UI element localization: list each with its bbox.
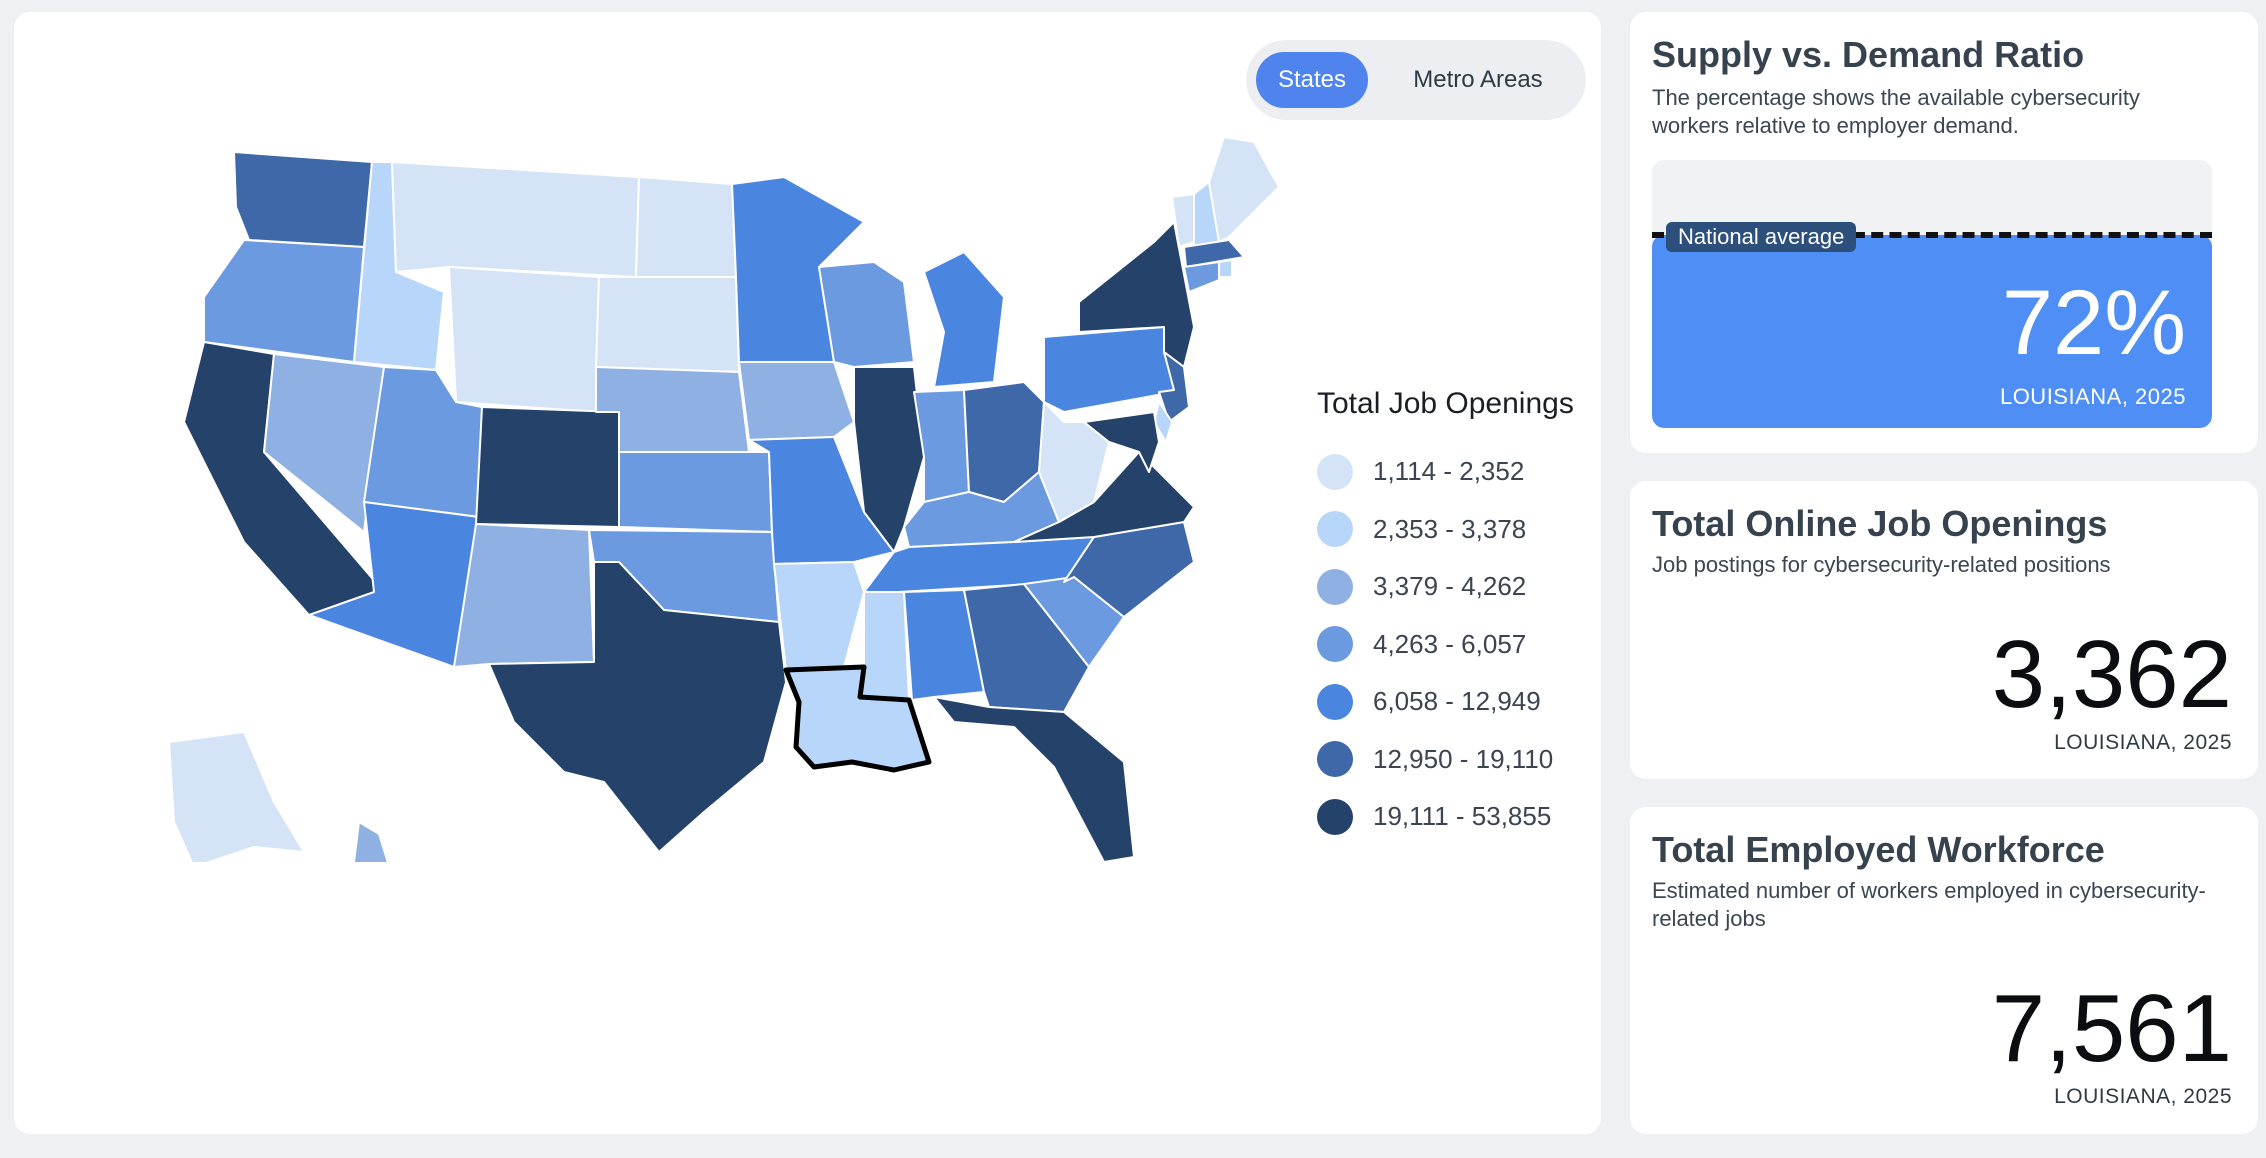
state-ks[interactable] <box>618 451 773 533</box>
state-fl[interactable] <box>933 696 1135 862</box>
ratio-subtitle: The percentage shows the available cyber… <box>1652 85 2140 138</box>
state-wa[interactable] <box>233 151 373 248</box>
state-co[interactable] <box>475 406 620 528</box>
ratio-caption: LOUISIANA, 2025 <box>1999 384 2186 409</box>
legend-label: 4,263 - 6,057 <box>1373 628 1527 659</box>
workforce-title: Total Employed Workforce <box>1652 829 2105 870</box>
state-or[interactable] <box>203 239 365 363</box>
openings-caption: LOUISIANA, 2025 <box>2054 731 2232 754</box>
state-nm[interactable] <box>453 523 595 668</box>
legend-label: 2,353 - 3,378 <box>1373 513 1527 544</box>
state-pa[interactable] <box>1043 326 1175 413</box>
map-legend: Total Job Openings 1,114 - 2,352 2,353 - … <box>1317 387 1587 846</box>
state-il[interactable] <box>853 366 925 553</box>
job-openings-card: Total Online Job Openings Job postings f… <box>1630 481 2258 779</box>
workforce-card: Total Employed Workforce Estimated numbe… <box>1630 807 2258 1134</box>
openings-value: 3,362 <box>1991 621 2232 728</box>
states-layer <box>168 136 1280 862</box>
state-md[interactable] <box>1083 411 1160 473</box>
state-hi[interactable] <box>353 821 394 862</box>
geography-toggle: States Metro Areas <box>1246 40 1586 120</box>
workforce-caption: LOUISIANA, 2025 <box>2054 1085 2232 1108</box>
legend-label: 3,379 - 4,262 <box>1373 571 1527 602</box>
legend-label: 6,058 - 12,949 <box>1373 686 1541 717</box>
supply-demand-card: Supply vs. Demand Ratio The percentage s… <box>1630 12 2258 453</box>
legend-item: 19,111 - 53,855 <box>1317 788 1587 846</box>
legend-swatch <box>1317 568 1353 605</box>
state-ak[interactable] <box>168 731 305 862</box>
ratio-title: Supply vs. Demand Ratio <box>1652 34 2085 75</box>
states-toggle-button[interactable]: States <box>1256 52 1368 108</box>
state-ar[interactable] <box>773 561 865 671</box>
workforce-value: 7,561 <box>1991 975 2232 1082</box>
legend-swatch <box>1317 453 1353 490</box>
national-average-line <box>1652 232 2212 238</box>
ratio-gauge: 72% LOUISIANA, 2025 National average <box>1652 160 2212 428</box>
legend-item: 12,950 - 19,110 <box>1317 731 1587 789</box>
state-nv[interactable] <box>263 353 385 533</box>
state-ct[interactable] <box>1183 261 1220 293</box>
state-sd[interactable] <box>595 276 740 373</box>
state-wi[interactable] <box>818 261 915 368</box>
state-me[interactable] <box>1208 136 1280 243</box>
state-ma[interactable] <box>1183 239 1245 268</box>
state-de[interactable] <box>1153 401 1173 443</box>
state-nd[interactable] <box>635 176 737 278</box>
legend-swatch <box>1317 511 1353 548</box>
legend-label: 1,114 - 2,352 <box>1373 456 1525 487</box>
state-mt[interactable] <box>391 161 640 278</box>
ratio-value: 72% <box>2001 272 2186 374</box>
state-wy[interactable] <box>448 266 600 413</box>
us-choropleth-map[interactable] <box>164 122 1294 862</box>
ratio-fill-bar: 72% LOUISIANA, 2025 <box>1652 235 2212 428</box>
state-ri[interactable] <box>1218 259 1233 278</box>
selected-state-outline <box>783 664 932 773</box>
legend-item: 6,058 - 12,949 <box>1317 673 1587 731</box>
legend-swatch <box>1317 741 1353 778</box>
legend-item: 1,114 - 2,352 <box>1317 443 1587 501</box>
openings-subtitle: Job postings for cybersecurity-related p… <box>1652 552 2111 577</box>
legend-swatch <box>1317 683 1353 720</box>
state-ne[interactable] <box>595 366 750 453</box>
legend-swatch <box>1317 798 1353 835</box>
legend-title: Total Job Openings <box>1317 387 1574 420</box>
state-ia[interactable] <box>738 361 855 441</box>
state-ms[interactable] <box>859 591 910 701</box>
legend-item: 4,263 - 6,057 <box>1317 616 1587 674</box>
map-card: States Metro Areas Total Job Openings 1,… <box>14 12 1601 1134</box>
metro-areas-toggle-button[interactable]: Metro Areas <box>1413 66 1543 93</box>
legend-label: 19,111 - 53,855 <box>1373 801 1552 832</box>
workforce-subtitle: Estimated number of workers employed in … <box>1652 878 2206 931</box>
state-mi[interactable] <box>923 251 1005 388</box>
national-average-label: National average <box>1666 222 1857 252</box>
openings-title: Total Online Job Openings <box>1652 503 2108 544</box>
state-al[interactable] <box>903 589 985 701</box>
state-az[interactable] <box>308 501 480 668</box>
legend-swatch <box>1317 626 1353 663</box>
legend-rows: 1,114 - 2,352 2,353 - 3,378 3,379 - 4,262 4… <box>1317 443 1587 846</box>
state-tx[interactable] <box>488 561 787 853</box>
state-in[interactable] <box>913 389 970 503</box>
legend-item: 2,353 - 3,378 <box>1317 501 1587 559</box>
legend-item: 3,379 - 4,262 <box>1317 558 1587 616</box>
legend-label: 12,950 - 19,110 <box>1373 743 1554 774</box>
